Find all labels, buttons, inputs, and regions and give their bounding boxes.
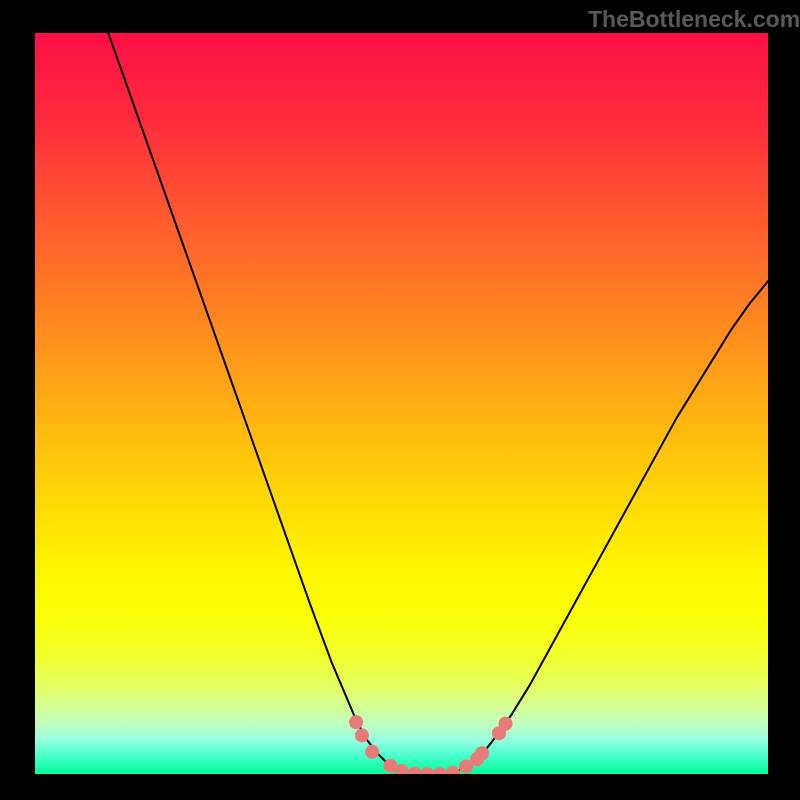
- data-marker: [365, 745, 379, 759]
- chart-plot-area: [35, 33, 768, 774]
- data-marker: [499, 717, 513, 731]
- data-marker: [355, 728, 369, 742]
- data-marker: [475, 746, 489, 760]
- data-marker: [349, 715, 363, 729]
- watermark-text: TheBottleneck.com: [588, 6, 800, 33]
- chart-background: [35, 33, 768, 774]
- chart-svg: [35, 33, 768, 774]
- chart-frame: TheBottleneck.com: [0, 0, 800, 800]
